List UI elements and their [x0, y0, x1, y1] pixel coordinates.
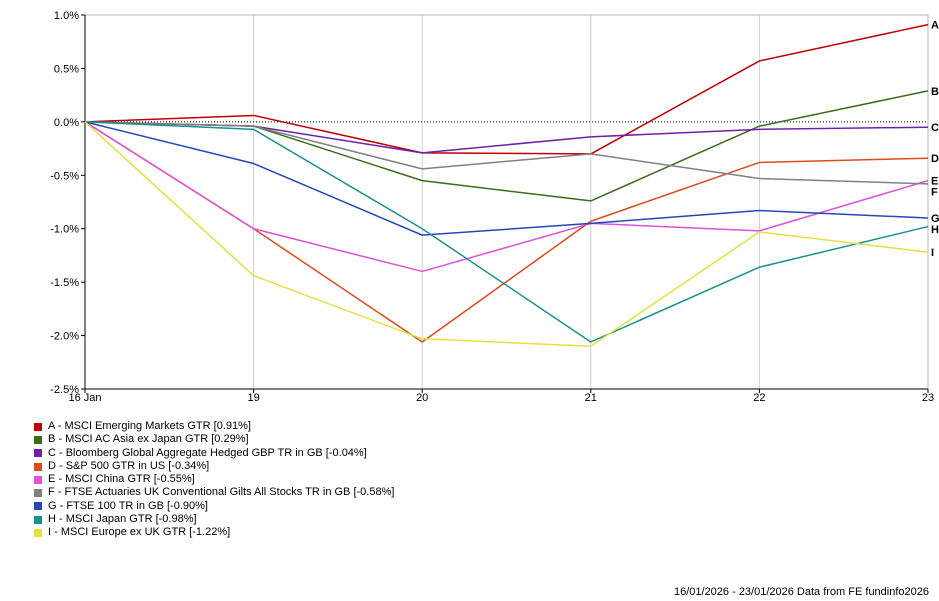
y-tick-label: 1.0% — [54, 10, 79, 22]
legend-label: F - FTSE Actuaries UK Conventional Gilts… — [48, 486, 395, 499]
x-tick-label: 23 — [922, 392, 934, 404]
data-source-footer: 16/01/2026 - 23/01/2026 Data from FE fun… — [673, 586, 929, 598]
legend-swatch — [34, 422, 42, 431]
y-tick-label: -1.5% — [50, 277, 79, 289]
legend-item: E - MSCI China GTR [-0.55%] — [34, 473, 394, 486]
legend-swatch — [34, 489, 42, 498]
series-end-label: D — [931, 153, 939, 165]
legend-swatch — [34, 475, 42, 484]
series-line — [84, 121, 929, 154]
y-tick-label: -1.0% — [50, 224, 79, 236]
legend-swatch — [34, 529, 42, 538]
y-tick-label: 0.0% — [54, 117, 79, 129]
y-tick-label: -2.0% — [50, 331, 79, 343]
legend-label: E - MSCI China GTR [-0.55%] — [48, 473, 195, 486]
line-chart: 1.0% 0.5% 0.0% -0.5% -1.0% -1.5% -2.0% -2.5%16 … — [50, 10, 939, 404]
legend-label: G - FTSE 100 TR in GB [-0.90%] — [48, 499, 208, 512]
x-tick-label: 22 — [753, 392, 765, 404]
series-end-label: E — [931, 176, 938, 188]
legend-swatch — [34, 435, 42, 444]
legend-label: C - Bloomberg Global Aggregate Hedged GB… — [48, 446, 367, 459]
series-line — [84, 121, 929, 273]
legend-swatch — [34, 515, 42, 524]
legend-item: B - MSCI AC Asia ex Japan GTR [0.29%] — [34, 433, 394, 446]
series-end-label: A — [931, 20, 939, 32]
legend-item: D - S&P 500 GTR in US [-0.34%] — [34, 460, 394, 473]
series-line — [84, 121, 929, 236]
legend-label: D - S&P 500 GTR in US [-0.34%] — [48, 459, 210, 472]
legend-item: H - MSCI Japan GTR [-0.98%] — [34, 513, 394, 526]
legend-item: C - Bloomberg Global Aggregate Hedged GB… — [34, 447, 394, 460]
legend-swatch — [34, 462, 42, 471]
series-line — [84, 121, 929, 343]
series-line — [84, 23, 929, 155]
legend-label: H - MSCI Japan GTR [-0.98%] — [48, 513, 197, 526]
legend-label: A - MSCI Emerging Markets GTR [0.91%] — [48, 420, 251, 432]
series-end-label: B — [931, 86, 939, 98]
legend-swatch — [34, 449, 42, 458]
x-tick-label: 16 Jan — [68, 392, 101, 404]
series-end-label: C — [931, 122, 939, 134]
legend-swatch — [34, 502, 42, 511]
y-tick-label: 0.5% — [54, 63, 79, 75]
series-line — [84, 121, 929, 343]
series-line — [84, 121, 929, 348]
x-tick-label: 21 — [585, 392, 597, 404]
legend: A - MSCI Emerging Markets GTR [0.91%] B … — [34, 420, 394, 540]
legend-item: I - MSCI Europe ex UK GTR [-1.22%] — [34, 526, 394, 539]
y-tick-label: -2.5% — [50, 384, 79, 396]
legend-item: F - FTSE Actuaries UK Conventional Gilts… — [34, 486, 394, 499]
series-line — [84, 90, 929, 202]
series-end-label: I — [931, 247, 934, 259]
series-end-label: G — [931, 213, 939, 225]
legend-label: I - MSCI Europe ex UK GTR [-1.22%] — [48, 526, 231, 539]
x-tick-label: 20 — [416, 392, 428, 404]
legend-item: G - FTSE 100 TR in GB [-0.90%] — [34, 500, 394, 513]
legend-item: A - MSCI Emerging Markets GTR [0.91%] — [34, 420, 394, 433]
x-tick-label: 19 — [247, 392, 259, 404]
y-tick-label: -0.5% — [50, 170, 79, 182]
legend-label: B - MSCI AC Asia ex Japan GTR [0.29%] — [48, 433, 249, 446]
series-end-label: F — [931, 187, 938, 199]
series-line — [84, 121, 929, 185]
series-end-label: H — [931, 224, 939, 236]
